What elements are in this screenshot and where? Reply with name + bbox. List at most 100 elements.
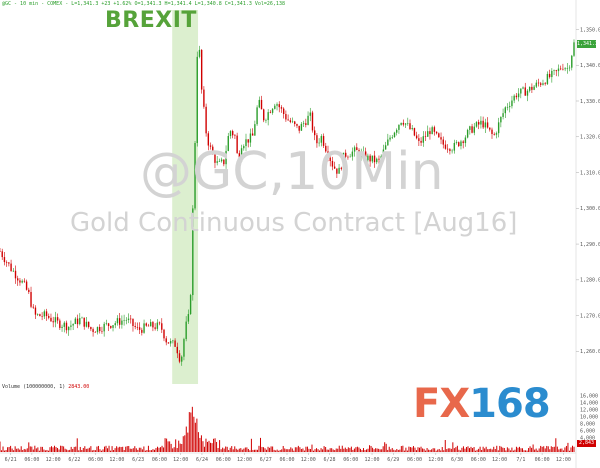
candle-body (471, 126, 473, 133)
volume-bar (455, 447, 457, 452)
candle-body (192, 208, 194, 296)
candle-body (327, 151, 329, 158)
candle-body (318, 142, 320, 144)
volume-bar (491, 449, 493, 452)
candle-body (212, 146, 214, 155)
candle-body (63, 322, 65, 327)
volume-bar (126, 446, 128, 452)
candle-body (216, 161, 218, 163)
candle-body (528, 86, 531, 91)
volume-bar (55, 447, 57, 452)
candle-body (322, 136, 325, 146)
candle-body (132, 318, 134, 327)
volume-bar (488, 448, 490, 452)
candle-body (449, 149, 451, 152)
volume-bar (465, 447, 467, 452)
candle-body (342, 152, 345, 169)
volume-bar (435, 450, 437, 452)
volume-bar (234, 446, 236, 452)
volume-bar (194, 422, 196, 452)
candle-body (225, 150, 227, 165)
volume-bar (93, 449, 95, 452)
candle-body (105, 323, 108, 324)
volume-bar (331, 448, 333, 452)
candle-body (451, 150, 453, 152)
candle-body (21, 280, 23, 283)
candle-body (515, 95, 518, 98)
volume-bar (412, 446, 414, 452)
volume-bar (490, 448, 492, 452)
candle-body (19, 280, 21, 283)
candle-body (402, 122, 405, 125)
volume-bar (570, 447, 572, 452)
candle-body (240, 148, 243, 162)
candle-body (152, 322, 154, 328)
price-tick-label: 1,340.0 (580, 63, 600, 69)
candle-body (533, 86, 535, 90)
candle-body (520, 88, 522, 94)
volume-bar (458, 449, 460, 452)
candle-body (269, 112, 272, 113)
time-tick-label: 06:00 (279, 457, 294, 463)
candle-body (196, 56, 198, 143)
candle-body (101, 331, 103, 332)
volume-bar (470, 446, 472, 452)
candle-body (134, 326, 136, 328)
candle-body (367, 155, 369, 161)
volume-bar (325, 447, 327, 452)
time-tick-label: 12:00 (365, 457, 380, 463)
candle-body (462, 141, 464, 144)
volume-bar (76, 438, 78, 452)
volume-bar (185, 426, 187, 452)
volume-bar (225, 446, 227, 452)
volume-bar (379, 449, 381, 452)
candle-body (566, 68, 569, 69)
volume-bar (90, 446, 92, 452)
candle-body (455, 142, 458, 143)
candle-body (103, 323, 105, 332)
candle-body (154, 327, 156, 329)
volume-bar (464, 448, 466, 452)
volume-bar (179, 443, 181, 452)
volume-bar (485, 446, 487, 452)
candle-body (513, 95, 515, 101)
volume-bar (503, 447, 505, 452)
volume-bar (344, 447, 346, 452)
candle-body (382, 149, 385, 157)
volume-bar (394, 450, 396, 452)
candle-body (360, 152, 362, 157)
candle-body (302, 123, 305, 124)
candle-body (369, 155, 371, 162)
candle-body (316, 135, 318, 144)
volume-bar (511, 447, 513, 452)
volume-bar (167, 441, 169, 452)
volume-bar (308, 448, 310, 452)
volume-bar (518, 446, 520, 452)
volume-bar (293, 450, 295, 452)
volume-bar (567, 442, 569, 452)
candle-body (546, 73, 549, 85)
candle-body (96, 327, 99, 333)
candle-body (415, 135, 418, 139)
volume-bar (16, 448, 18, 452)
volume-bar (278, 450, 280, 452)
volume-bar (475, 450, 477, 452)
volume-bar (259, 437, 261, 452)
volume-bar (381, 449, 383, 452)
candle-body (112, 325, 114, 328)
candle-body (325, 145, 327, 152)
volume-bar (13, 450, 15, 452)
volume-bar (14, 446, 16, 452)
volume-bar (555, 438, 557, 452)
volume-bar (149, 450, 151, 452)
volume-bar (52, 447, 54, 452)
volume-label-text: Volume (100000000, 1) (2, 384, 69, 390)
volume-bar (61, 445, 63, 452)
volume-bar (269, 447, 271, 452)
brexit-highlight-band (172, 10, 199, 384)
candle-body (214, 154, 216, 163)
candle-body (444, 144, 447, 149)
price-tick-label: 1,280.0 (580, 278, 600, 284)
volume-bar (441, 447, 443, 452)
volume-bar (211, 443, 213, 452)
